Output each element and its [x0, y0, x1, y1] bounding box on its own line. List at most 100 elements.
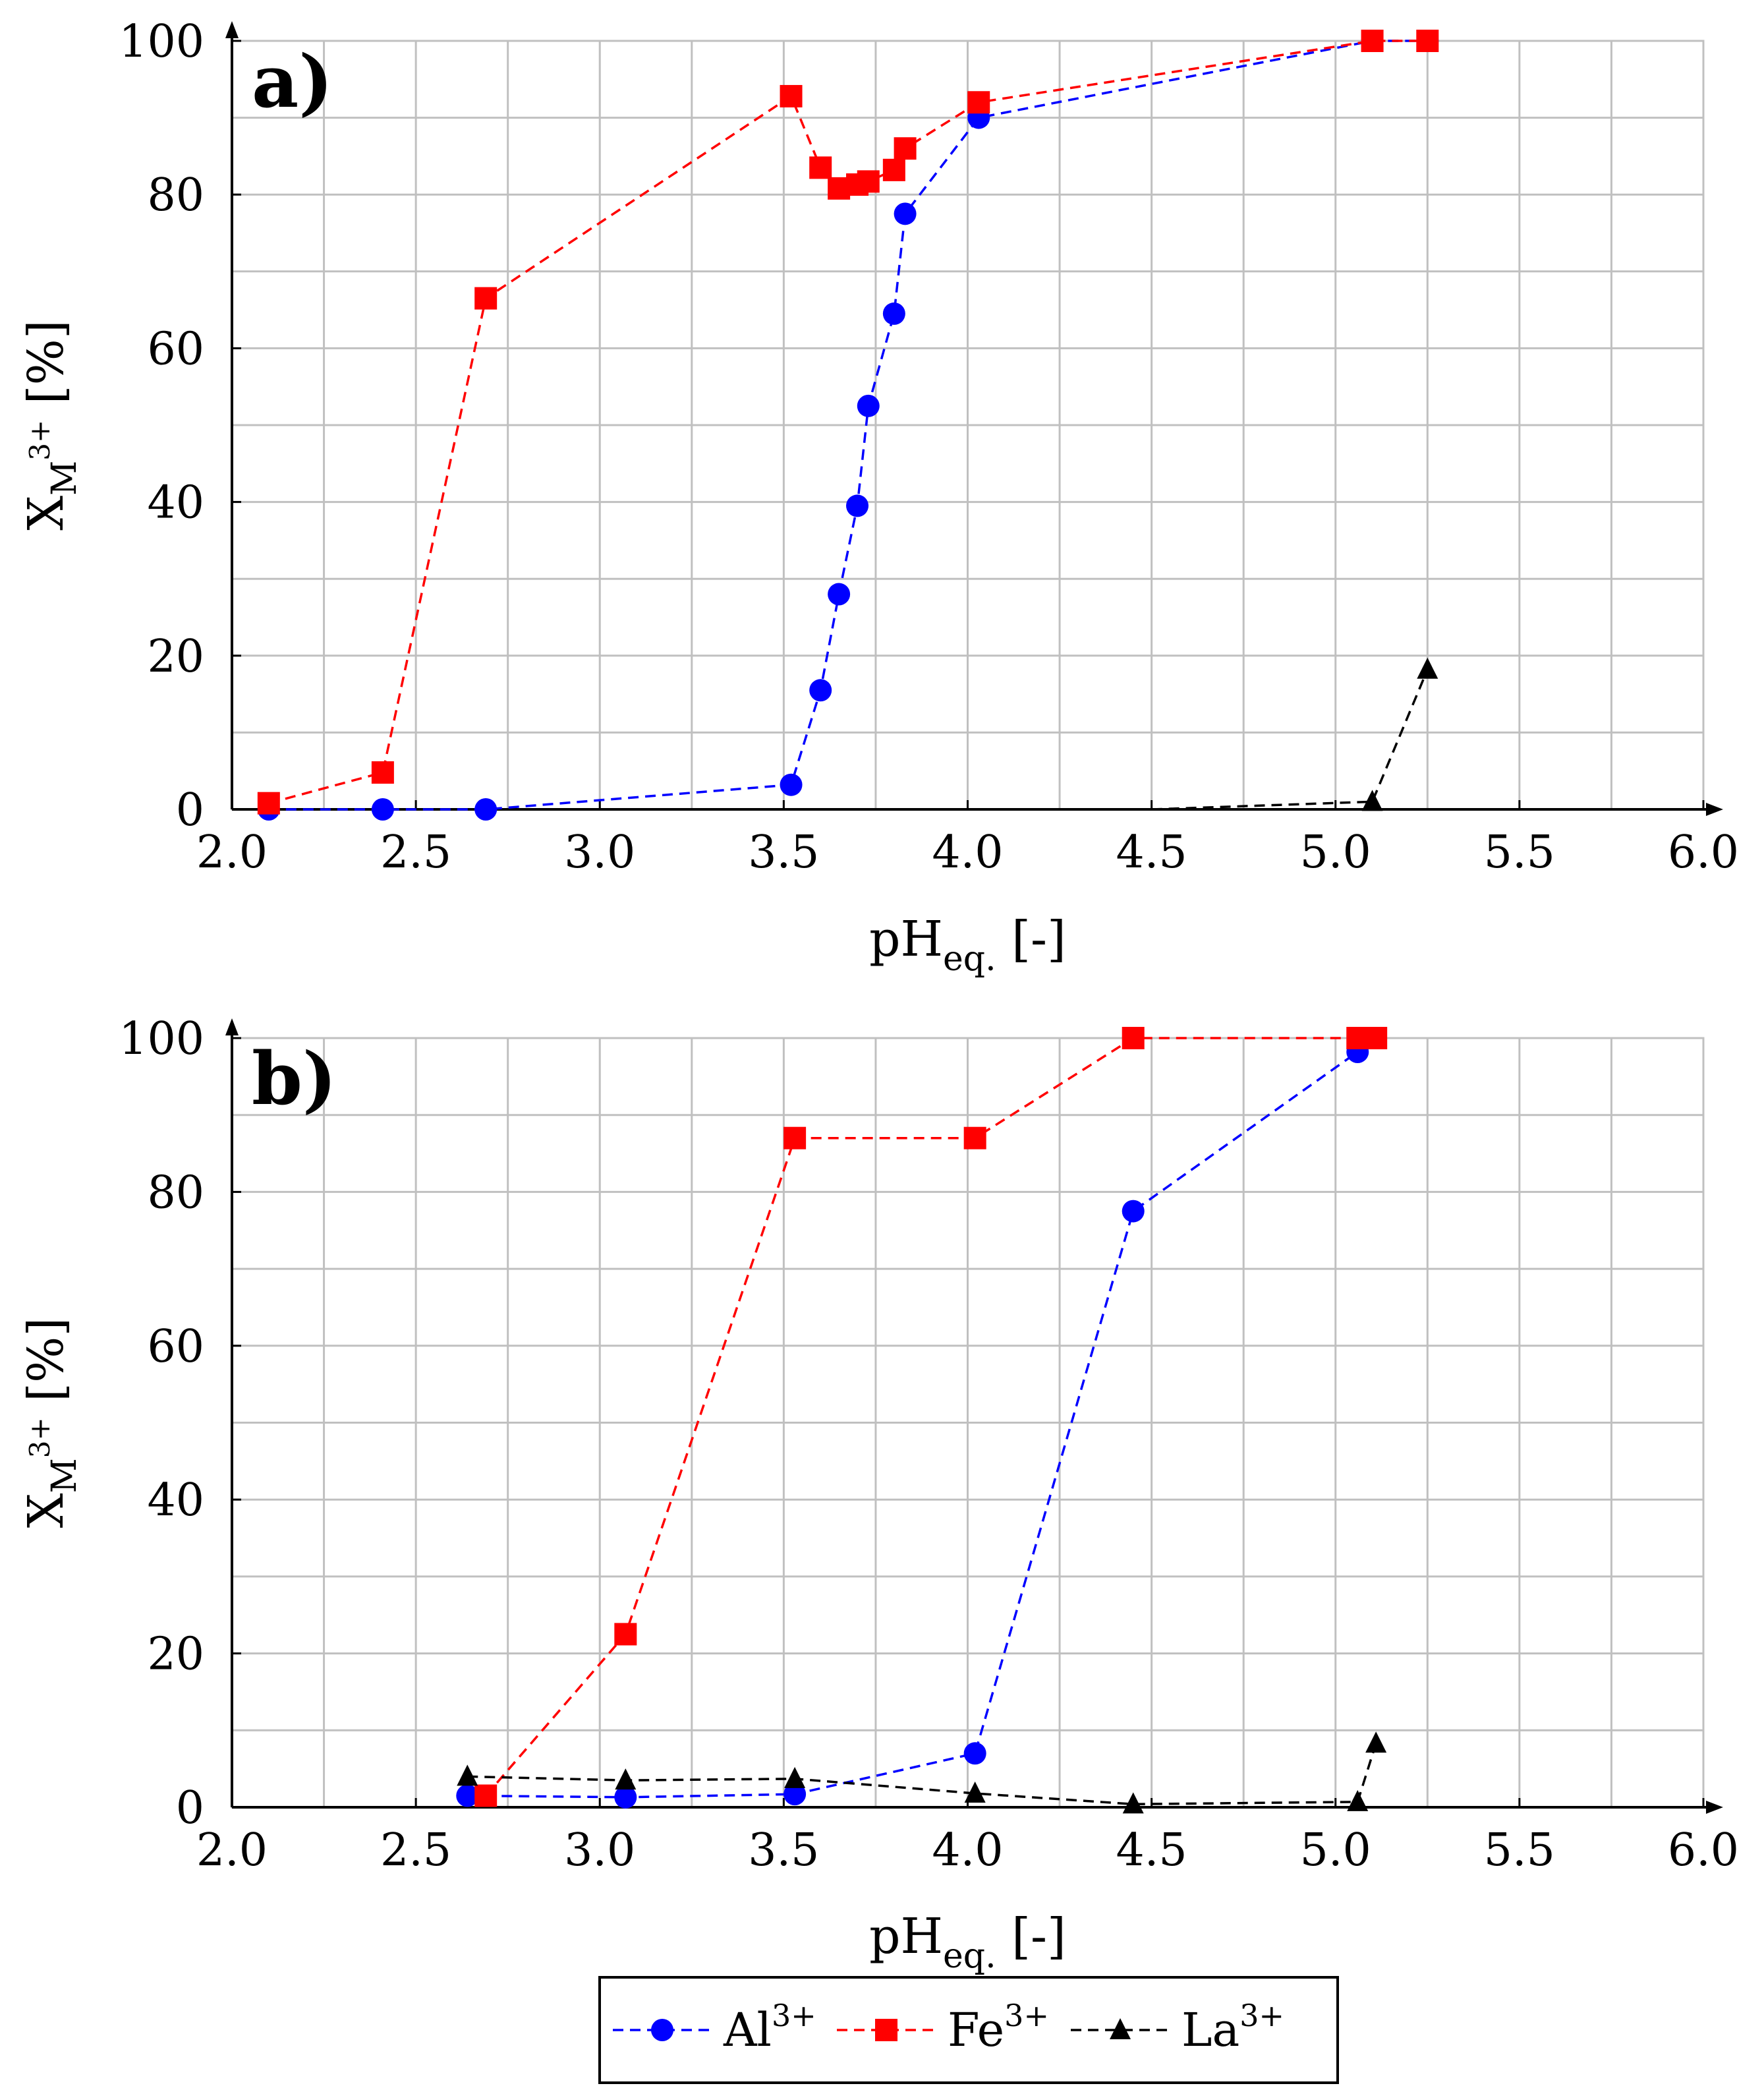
legend: Al3+ Fe3+ La3+ [598, 1976, 1339, 2084]
legend-label-superscript: 3+ [1004, 1998, 1049, 2033]
series-al [456, 1041, 1369, 1809]
data-point [1361, 30, 1384, 52]
y-tick-label: 0 [176, 784, 204, 836]
y-axis-label-subscript: M [45, 1458, 84, 1493]
chart-panel-a: 2.0 2.5 3.0 3.5 4.0 4.5 5.0 5.5 6.0 0 20 40 60 80 100 p… [18, 16, 1739, 979]
legend-item: Al3+ [613, 1998, 816, 2057]
y-tick-label: 60 [147, 323, 204, 375]
x-tick-label: 5.5 [1484, 827, 1555, 879]
legend-label-superscript: 3+ [1239, 1998, 1284, 2033]
x-tick-label: 3.0 [564, 827, 635, 879]
data-point [963, 1742, 986, 1765]
data-point [846, 494, 869, 517]
y-axis-arrow [225, 21, 239, 38]
series-line [467, 1051, 1359, 1799]
x-tick-label: 3.5 [748, 1824, 819, 1876]
x-tick-label: 3.5 [748, 827, 819, 879]
y-tick-label: 80 [147, 169, 204, 221]
data-point [614, 1785, 637, 1809]
legend-label: Al3+ [723, 1998, 816, 2057]
x-tick-label: 5.0 [1300, 827, 1371, 879]
x-tick-label: 5.5 [1484, 1824, 1555, 1876]
x-tick-label: 6.0 [1668, 827, 1739, 879]
y-axis-label-main: X [18, 496, 74, 531]
data-point [1122, 1792, 1144, 1814]
x-tick-label: 2.5 [380, 827, 451, 879]
data-point [1417, 657, 1438, 679]
x-tick-label: 3.0 [564, 1824, 635, 1876]
data-point [828, 583, 851, 606]
data-point [1365, 1731, 1387, 1753]
data-point [882, 158, 905, 181]
y-tick-label: 60 [147, 1321, 204, 1373]
data-point [967, 91, 990, 114]
data-point [857, 394, 880, 417]
data-point [1416, 30, 1439, 52]
y-tick-label: 100 [119, 16, 204, 68]
x-axis-arrow [1706, 1801, 1723, 1814]
y-axis-label-unit: [%] [18, 1318, 74, 1418]
data-point [809, 679, 832, 702]
data-point [1122, 1027, 1145, 1049]
series-la [457, 1731, 1387, 1814]
legend-marker [1110, 2018, 1131, 2039]
x-tick-label: 2.0 [196, 1824, 268, 1876]
data-point [474, 287, 498, 310]
data-point [783, 1783, 807, 1806]
x-tick-label: 2.0 [196, 827, 268, 879]
x-axis-label-subscript: eq. [943, 1936, 996, 1976]
y-tick-label: 80 [147, 1167, 204, 1219]
data-point [1361, 790, 1383, 811]
data-point [857, 170, 880, 193]
legend-label: La3+ [1181, 1998, 1284, 2057]
legend-marker [875, 2019, 897, 2041]
data-point [474, 798, 498, 821]
series-fe [257, 30, 1439, 815]
legend-marker [651, 2019, 673, 2041]
y-tick-label: 40 [147, 477, 204, 529]
data-point [963, 1126, 986, 1149]
data-point [882, 302, 905, 325]
y-axis-label: XM3+ [%] [18, 1318, 84, 1528]
x-axis-label: pHeq. [-] [869, 1908, 1066, 1976]
data-point [371, 798, 394, 821]
data-point [257, 792, 280, 815]
legend-label-main: Al [723, 2003, 772, 2057]
x-axis-label: pHeq. [-] [869, 911, 1066, 979]
data-point [780, 84, 803, 107]
x-axis-label-main: pH [869, 911, 943, 968]
x-tick-label: 2.5 [380, 1824, 451, 1876]
x-tick-label: 6.0 [1668, 1824, 1739, 1876]
y-tick-label: 40 [147, 1474, 204, 1526]
data-point [614, 1623, 637, 1646]
y-axis-label: XM3+ [%] [18, 320, 84, 530]
y-tick-label: 0 [176, 1782, 204, 1834]
data-point [474, 1784, 498, 1807]
panel-label: a) [252, 39, 333, 124]
legend-label-superscript: 3+ [772, 1998, 816, 2033]
y-tick-label: 100 [119, 1013, 204, 1065]
legend-label: Fe3+ [948, 1998, 1049, 2057]
x-axis-arrow [1706, 803, 1723, 816]
data-point [1365, 1027, 1388, 1049]
data-point [784, 1766, 806, 1788]
data-point [1122, 1200, 1145, 1223]
x-tick-label: 4.5 [1116, 1824, 1187, 1876]
legend-box [598, 1976, 1339, 2084]
x-axis-label-unit: [-] [996, 911, 1066, 968]
y-axis-label-main: X [18, 1493, 74, 1528]
y-tick-label: 20 [147, 631, 204, 683]
y-axis-label-subscript: M [45, 461, 84, 496]
x-tick-label: 4.5 [1116, 827, 1187, 879]
legend-item: Fe3+ [837, 1998, 1049, 2057]
series-line [1151, 669, 1429, 811]
y-axis-label-superscript: 3+ [24, 1417, 56, 1458]
data-point [783, 1126, 807, 1149]
data-point [457, 1764, 478, 1786]
series-fe [474, 1027, 1388, 1807]
data-point [809, 156, 832, 179]
series-la [1151, 657, 1438, 811]
data-point [615, 1768, 637, 1790]
y-axis-label-unit: [%] [18, 320, 74, 420]
